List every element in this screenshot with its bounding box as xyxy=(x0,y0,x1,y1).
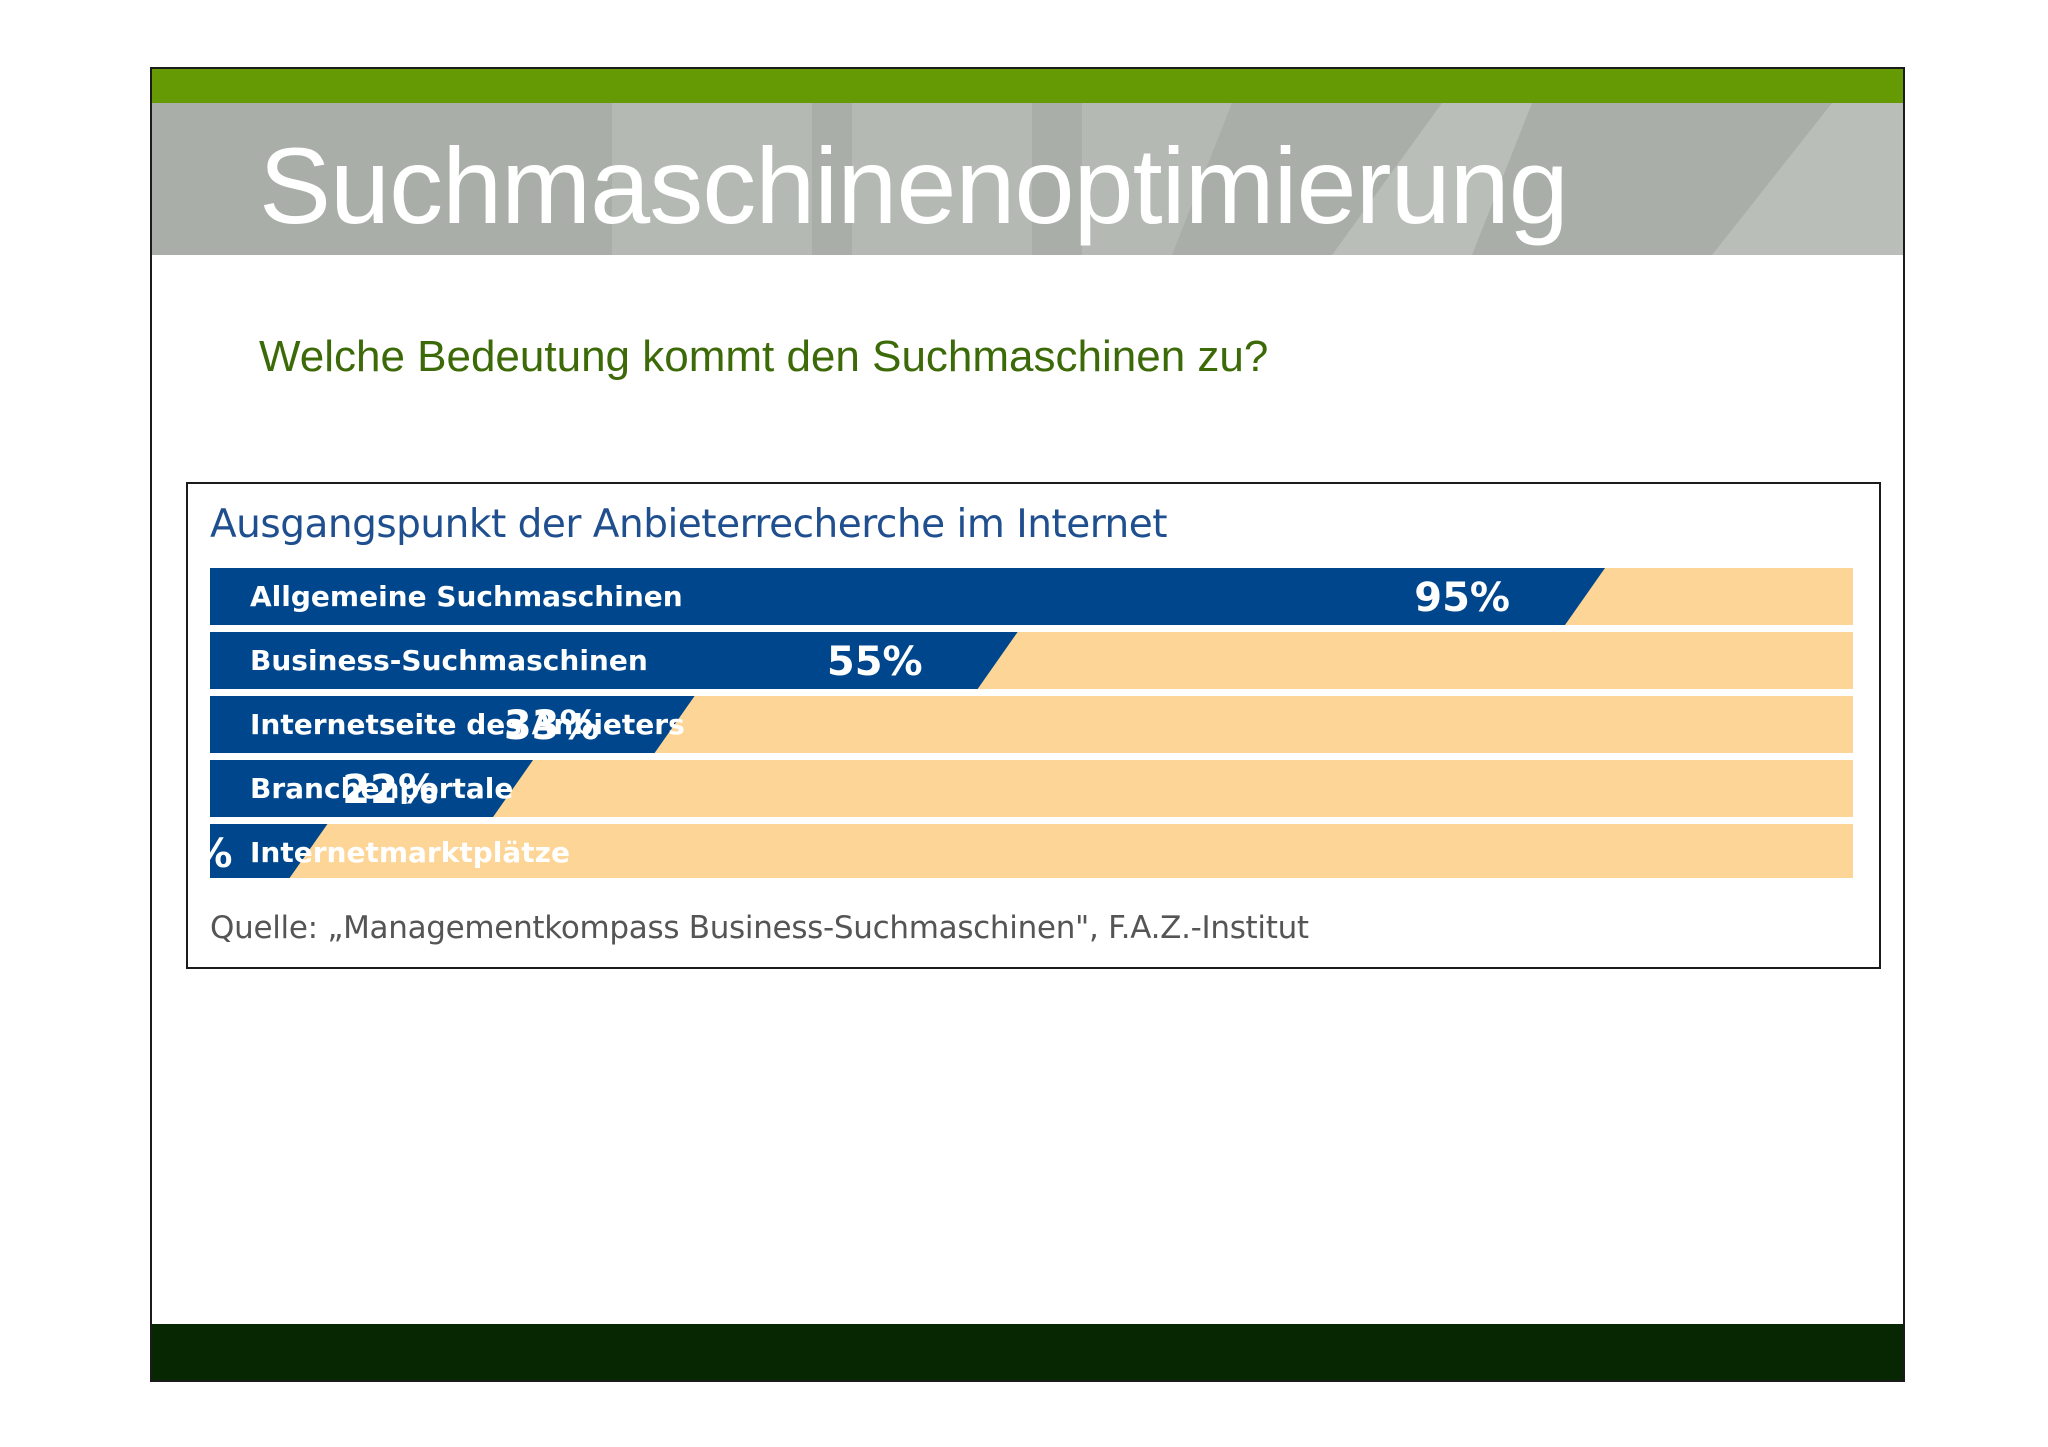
footer-bar xyxy=(152,1324,1903,1380)
bar-value-label: 33% xyxy=(504,703,600,749)
chart-source: Quelle: „Managementkompass Business-Such… xyxy=(210,910,1309,946)
bar-category-label: Internetmarktplätze xyxy=(250,836,570,869)
bar-value-label: 22% xyxy=(342,767,438,813)
chart-box: Ausgangspunkt der Anbieterrecherche im I… xyxy=(186,482,1881,969)
bar-category-label: Branchenportale xyxy=(250,772,513,805)
title-band: Suchmaschinenoptimierung xyxy=(152,103,1903,255)
slide-title: Suchmaschinenoptimierung xyxy=(259,125,1569,246)
deco-block-3 xyxy=(1082,103,1232,255)
bar xyxy=(210,632,1018,689)
deco-block-2 xyxy=(852,103,1032,255)
header-green-bar xyxy=(152,69,1903,103)
bar-category-label: Allgemeine Suchmaschinen xyxy=(250,580,683,613)
bar xyxy=(210,696,695,753)
bar xyxy=(210,824,328,878)
deco-block-5 xyxy=(1712,103,1903,255)
bar-track xyxy=(210,824,1853,878)
bar xyxy=(210,568,1605,625)
bar-chart: Allgemeine Suchmaschinen 95% Business-Such… xyxy=(210,568,1853,878)
slide-subtitle: Welche Bedeutung kommt den Suchmaschinen… xyxy=(259,332,1269,381)
deco-block-1 xyxy=(612,103,812,255)
bar-value-label: 55% xyxy=(827,639,923,685)
bar-category-label: Business-Suchmaschinen xyxy=(250,644,648,677)
title-band-decoration xyxy=(612,103,1903,255)
deco-block-4 xyxy=(1332,103,1532,255)
chart-title: Ausgangspunkt der Anbieterrecherche im I… xyxy=(210,502,1168,547)
slide: Suchmaschinenoptimierung Welche Bedeutun… xyxy=(150,67,1905,1382)
bar-value-label: 8% xyxy=(210,831,232,877)
bar-category-label: Internetseite des Anbieters xyxy=(250,708,685,741)
bar xyxy=(210,760,534,817)
bar-value-label: 95% xyxy=(1414,575,1510,621)
